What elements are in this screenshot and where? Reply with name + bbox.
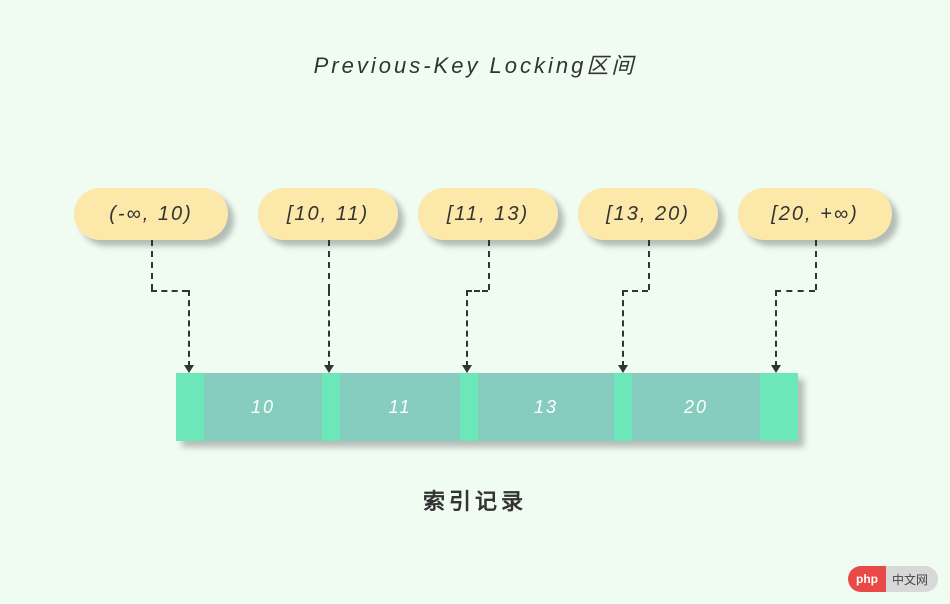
interval-pill: [11, 13): [418, 188, 558, 240]
watermark-text: 中文网: [886, 566, 938, 592]
interval-pill: [13, 20): [578, 188, 718, 240]
interval-pill: (-∞, 10): [74, 188, 228, 240]
index-bar: 10 11 13 20: [176, 373, 798, 441]
watermark: php 中文网: [848, 566, 938, 592]
bar-spacer: [460, 373, 478, 441]
bar-spacer: [760, 373, 798, 441]
interval-pill: [20, +∞): [738, 188, 892, 240]
bar-cell: 13: [478, 373, 614, 441]
diagram-title: Previous-Key Locking区间: [0, 48, 950, 80]
arrow-head-icon: [618, 365, 628, 373]
index-label: 索引记录: [0, 484, 950, 516]
interval-pill: [10, 11): [258, 188, 398, 240]
arrow-head-icon: [184, 365, 194, 373]
bar-cell: 11: [340, 373, 460, 441]
arrow-head-icon: [771, 365, 781, 373]
diagram-canvas: Previous-Key Locking区间 (-∞, 10) [10, 11) […: [0, 0, 950, 604]
bar-cell: 20: [632, 373, 760, 441]
arrow-head-icon: [324, 365, 334, 373]
watermark-badge: php: [848, 566, 886, 592]
bar-spacer: [322, 373, 340, 441]
bar-spacer: [614, 373, 632, 441]
bar-cell: 10: [204, 373, 322, 441]
arrow-head-icon: [462, 365, 472, 373]
bar-spacer: [176, 373, 204, 441]
